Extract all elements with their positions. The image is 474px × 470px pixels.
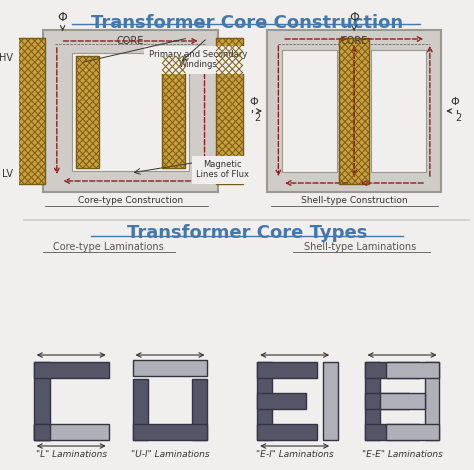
Bar <box>425 362 439 440</box>
Bar <box>133 379 148 440</box>
Bar <box>282 50 337 172</box>
Bar <box>386 424 439 440</box>
Text: HV: HV <box>0 53 13 63</box>
Text: Magnetic
Lines of Flux: Magnetic Lines of Flux <box>196 160 249 180</box>
Text: Φ: Φ <box>58 11 67 24</box>
Bar <box>365 393 409 409</box>
Text: Primary and Secondary
Windings: Primary and Secondary Windings <box>149 50 247 70</box>
Text: Core-type Laminations: Core-type Laminations <box>53 242 164 252</box>
Bar <box>44 30 218 192</box>
Bar <box>34 362 109 378</box>
Bar <box>365 362 419 377</box>
Text: Φ: Φ <box>450 97 459 107</box>
Bar <box>257 424 317 440</box>
Bar <box>365 424 419 440</box>
Bar <box>34 423 49 440</box>
Text: Φ: Φ <box>349 11 359 24</box>
Bar <box>257 362 272 440</box>
Text: Core-type Construction: Core-type Construction <box>78 196 183 205</box>
Text: 2: 2 <box>254 113 260 123</box>
Bar <box>76 56 99 168</box>
Text: Shell-type Laminations: Shell-type Laminations <box>304 242 416 252</box>
Text: Φ: Φ <box>249 97 258 107</box>
Text: 2: 2 <box>456 113 462 123</box>
Bar <box>323 362 338 440</box>
Bar <box>162 56 185 168</box>
Text: Shell-type Construction: Shell-type Construction <box>301 196 408 205</box>
Bar <box>365 362 380 440</box>
Bar <box>257 393 306 409</box>
Text: CORE: CORE <box>117 36 145 46</box>
Bar <box>267 30 441 192</box>
Text: "U-I" Laminations: "U-I" Laminations <box>131 450 210 459</box>
Bar <box>18 38 46 184</box>
Text: "E-I" Laminations: "E-I" Laminations <box>256 450 334 459</box>
Bar <box>191 379 208 440</box>
Text: Transformer Core Types: Transformer Core Types <box>127 224 367 242</box>
Text: "L" Laminations: "L" Laminations <box>36 450 107 459</box>
Bar <box>72 53 189 171</box>
Text: Transformer Core Construction: Transformer Core Construction <box>91 14 403 32</box>
Bar <box>216 38 243 184</box>
Text: LV: LV <box>2 169 13 179</box>
Bar <box>372 50 426 172</box>
Bar <box>257 362 317 377</box>
Bar <box>339 38 369 184</box>
Bar <box>34 362 49 440</box>
Text: CORE: CORE <box>340 36 368 46</box>
Text: "E-E" Laminations: "E-E" Laminations <box>362 450 443 459</box>
Bar <box>34 423 109 440</box>
Bar <box>133 360 208 376</box>
Bar <box>380 393 425 409</box>
Bar <box>386 362 439 377</box>
Bar <box>133 423 208 440</box>
